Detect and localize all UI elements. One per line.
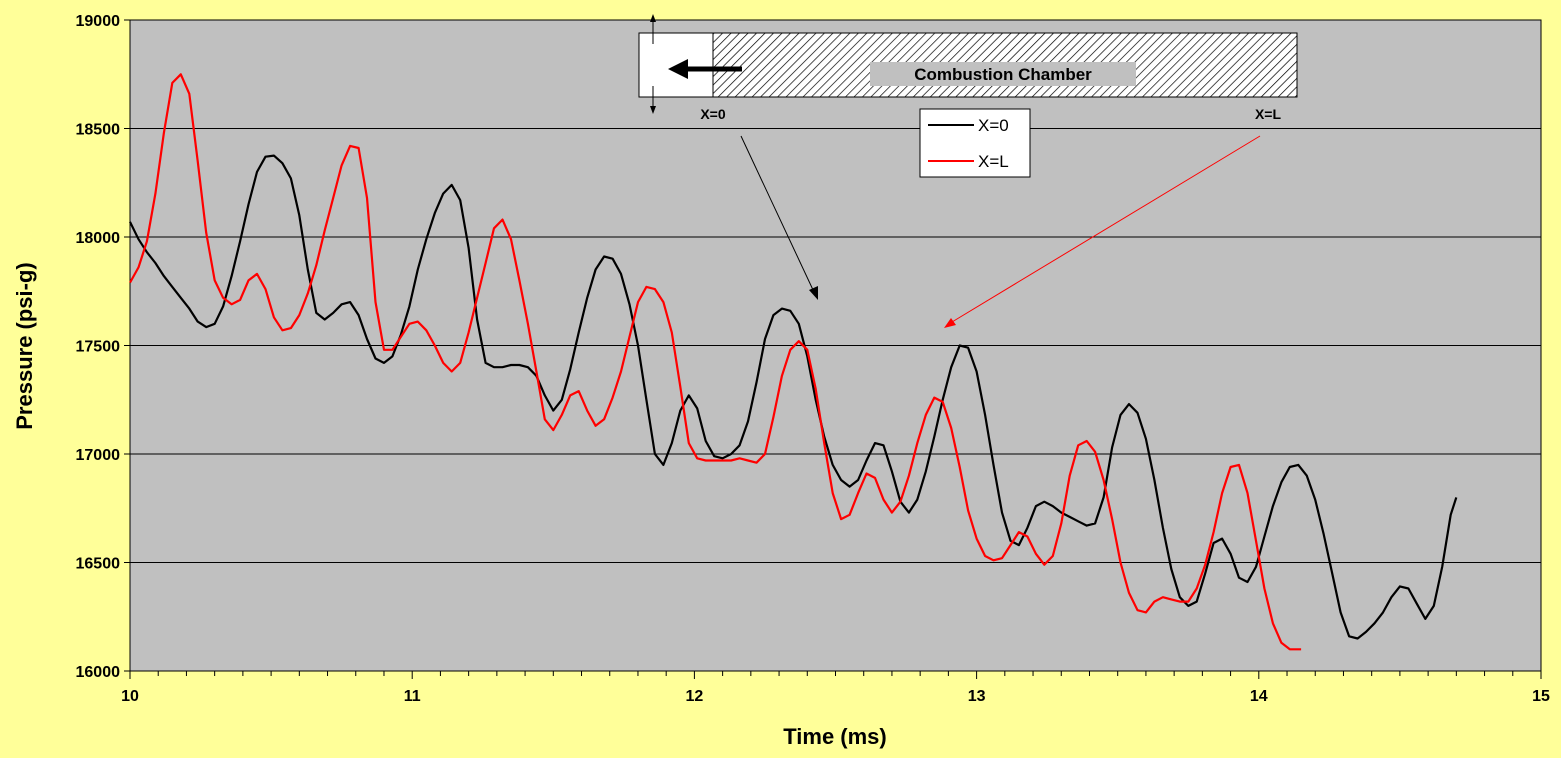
x0-pointer-line: [740, 135, 815, 293]
vertical-arrowhead-top: [650, 14, 656, 22]
x0-pointer-head: [809, 286, 818, 300]
x-tick-label-4: 14: [1250, 688, 1268, 705]
x-tick-label-5: 15: [1532, 688, 1550, 705]
chamber-diagram: Combustion Chamber X=0 X=L: [638, 14, 1298, 122]
chamber-label: Combustion Chamber: [914, 65, 1092, 84]
annotation-arrows: [740, 135, 1261, 328]
y-tick-label-4: 18000: [76, 230, 121, 247]
axes: 16000 16500 17000 17500 18000 18500 19000 10 11 1…: [76, 13, 1551, 705]
x-axis-title: Time (ms): [783, 724, 887, 749]
grid-lines: [130, 19, 1541, 672]
y-tick-label-1: 16500: [76, 556, 121, 573]
y-tick-label-6: 19000: [76, 13, 121, 30]
legend-label-x0: X=0: [978, 116, 1009, 135]
x-tick-label-2: 12: [686, 688, 704, 705]
legend-box: [919, 108, 1031, 178]
vertical-arrowhead-bottom: [650, 106, 656, 114]
xl-pointer-line: [951, 135, 1261, 323]
x-tick-label-1: 11: [404, 688, 421, 705]
legend-label-xl: X=L: [978, 152, 1009, 171]
series-line-xl: [129, 73, 1302, 651]
y-tick-label-5: 18500: [76, 122, 121, 139]
series-line-x0: [129, 154, 1458, 640]
y-axis-title: Pressure (psi-g): [12, 262, 37, 430]
chamber-label-backdrop: [870, 62, 1136, 86]
flow-arrowhead: [668, 59, 688, 79]
xl-pointer-head: [944, 318, 956, 328]
x0-marker-label: X=0: [700, 106, 726, 122]
series-lines: [129, 73, 1458, 651]
x-tick-label-0: 10: [121, 688, 139, 705]
x-tick-label-3: 13: [968, 688, 986, 705]
y-tick-label-2: 17000: [76, 447, 121, 464]
legend: X=0 X=L: [919, 108, 1031, 178]
y-tick-label-0: 16000: [76, 664, 121, 681]
xl-marker-label: X=L: [1255, 106, 1282, 122]
y-tick-label-3: 17500: [76, 339, 121, 356]
